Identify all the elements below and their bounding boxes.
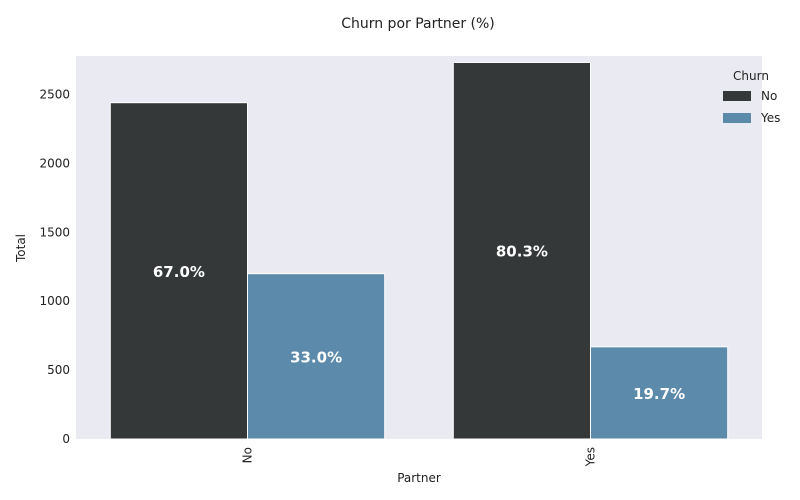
y-tick-label: 1000 bbox=[39, 294, 70, 308]
x-axis: No Yes bbox=[241, 447, 598, 467]
legend: Churn No Yes bbox=[723, 69, 780, 125]
y-tick-label: 2500 bbox=[39, 88, 70, 102]
legend-label-no: No bbox=[761, 89, 777, 103]
legend-title: Churn bbox=[733, 69, 769, 83]
x-tick-label: No bbox=[241, 447, 255, 463]
x-tick-label: Yes bbox=[584, 447, 598, 467]
bar-percent-label: 80.3% bbox=[496, 243, 548, 261]
chart-title: Churn por Partner (%) bbox=[341, 16, 495, 32]
legend-swatch-yes bbox=[723, 113, 751, 123]
y-tick-label: 2000 bbox=[39, 156, 70, 170]
bar-percent-label: 33.0% bbox=[290, 348, 342, 366]
bar-percent-label: 19.7% bbox=[633, 385, 685, 403]
y-tick-label: 0 bbox=[62, 432, 70, 446]
bar-no-churn-yes bbox=[247, 273, 386, 440]
bars-group: 67.0% 33.0% 80.3% 19.7% bbox=[109, 61, 729, 440]
legend-swatch-no bbox=[723, 91, 751, 101]
y-axis-label: Total bbox=[14, 234, 28, 263]
x-axis-label: Partner bbox=[397, 471, 441, 485]
bar-no-churn-no bbox=[109, 102, 248, 440]
y-tick-label: 1500 bbox=[39, 225, 70, 239]
bar-yes-churn-yes bbox=[590, 346, 729, 440]
legend-label-yes: Yes bbox=[760, 111, 780, 125]
y-tick-label: 500 bbox=[47, 363, 70, 377]
bar-yes-churn-no bbox=[452, 61, 591, 440]
y-axis: 0 500 1000 1500 2000 2500 bbox=[39, 88, 70, 446]
bar-percent-label: 67.0% bbox=[153, 263, 205, 281]
